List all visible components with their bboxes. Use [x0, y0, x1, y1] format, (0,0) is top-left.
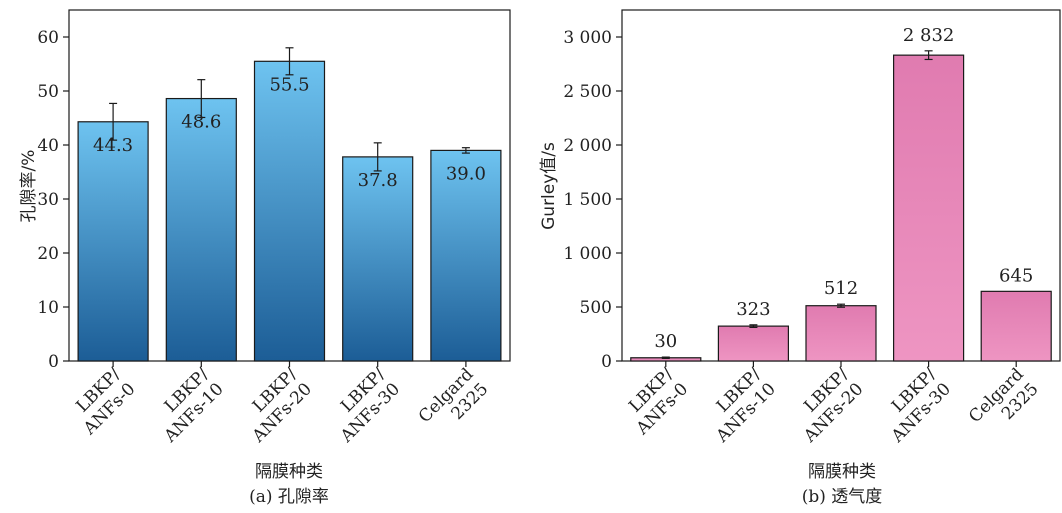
- category-label-a: LBKP/ANFs-10: [145, 364, 228, 447]
- y-axis-label-b: Gurley值/s: [539, 142, 559, 230]
- data-label-a: 48.6: [181, 112, 221, 133]
- caption-b: (b) 透气度: [802, 487, 883, 507]
- y-axis-label-a: 孔隙率/%: [19, 150, 39, 223]
- bar-b: [717, 325, 790, 362]
- porosity-chart: 孔隙率/% 隔膜种类 (a) 孔隙率 0 10 20 30 40 50 60 44.3 LBKP…: [19, 9, 511, 507]
- bar-a: [430, 149, 502, 362]
- caption-a: (a) 孔隙率: [249, 487, 329, 507]
- category-label-b: LBKP/ANFs-0: [617, 364, 692, 439]
- category-label-b: LBKP/ANFs-20: [785, 364, 868, 447]
- y-tick-label-a: 30: [37, 190, 59, 210]
- bar-a: [77, 121, 149, 362]
- x-axis-label-b: 隔膜种类: [808, 462, 876, 482]
- data-label-b: 2 832: [903, 25, 955, 46]
- y-tick-label-a: 60: [37, 28, 59, 48]
- data-label-b: 30: [654, 331, 677, 352]
- category-label-a: LBKP/ANFs-20: [233, 364, 316, 447]
- x-axis-label-a: 隔膜种类: [255, 462, 323, 482]
- category-label-a: LBKP/ANFs-0: [64, 364, 139, 439]
- data-label-a: 39.0: [446, 163, 486, 184]
- y-tick-label-b: 2 500: [563, 82, 612, 102]
- data-label-b: 323: [736, 299, 770, 320]
- y-tick-label-b: 0: [601, 352, 612, 372]
- y-tick-label-a: 10: [37, 298, 59, 318]
- category-label-a: LBKP/ANFs-30: [321, 364, 404, 447]
- y-tick-label-b: 500: [580, 298, 612, 318]
- data-label-b: 645: [999, 265, 1033, 286]
- category-label-b: Celgard2325: [965, 364, 1043, 442]
- category-label-b: LBKP/ANFs-10: [697, 364, 780, 447]
- category-label-b: LBKP/ANFs-30: [872, 364, 955, 447]
- y-tick-label-b: 1 000: [563, 244, 612, 264]
- bar-b: [892, 54, 965, 362]
- bar-b: [805, 305, 877, 362]
- y-tick-label-b: 3 000: [563, 28, 612, 48]
- data-label-b: 512: [824, 278, 858, 299]
- bar-a: [165, 97, 237, 362]
- y-tick-label-a: 20: [37, 244, 59, 264]
- gurley-chart: Gurley值/s 隔膜种类 (b) 透气度 0 500 1 000 1 500 2 0…: [539, 9, 1061, 507]
- data-label-a: 55.5: [269, 74, 309, 95]
- y-tick-label-b: 1 500: [563, 190, 612, 210]
- data-label-a: 37.8: [358, 170, 398, 191]
- bar-a: [342, 156, 414, 362]
- y-tick-label-a: 0: [48, 352, 59, 372]
- bar-a: [253, 60, 326, 362]
- y-tick-label-a: 40: [37, 136, 59, 156]
- data-label-a: 44.3: [93, 135, 133, 156]
- category-label-a: Celgard2325: [415, 364, 493, 442]
- bar-b: [980, 290, 1052, 362]
- y-tick-label-a: 50: [37, 82, 59, 102]
- y-tick-label-b: 2 000: [563, 136, 612, 156]
